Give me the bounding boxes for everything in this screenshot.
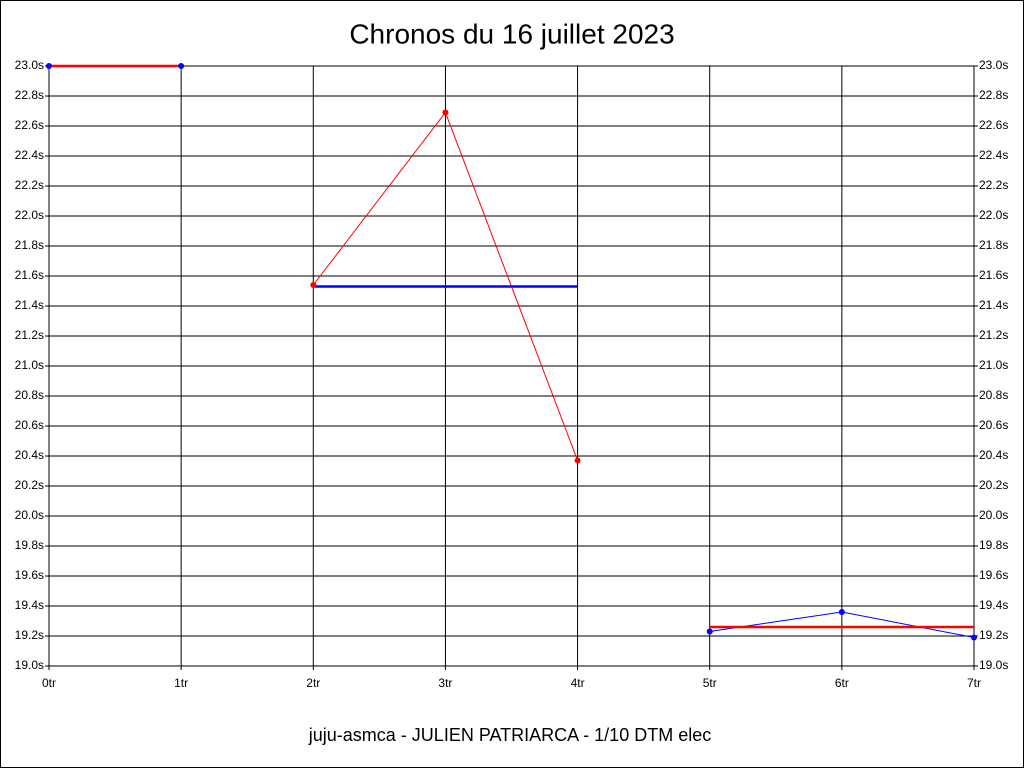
y-tick-label-right: 20.6s [979, 418, 1008, 432]
x-tick-label: 3tr [438, 676, 452, 690]
point [442, 109, 449, 116]
y-tick-label-right: 22.0s [979, 208, 1008, 222]
y-tick-label: 22.6s [15, 118, 44, 132]
x-tick-label: 2tr [306, 676, 320, 690]
y-tick-label: 22.8s [15, 88, 44, 102]
y-tick-label: 19.8s [15, 538, 44, 552]
y-tick-label: 20.4s [15, 448, 44, 462]
y-tick-label-right: 20.4s [979, 448, 1008, 462]
y-tick-label: 19.6s [15, 568, 44, 582]
y-tick-label-right: 20.2s [979, 478, 1008, 492]
point [971, 634, 977, 641]
y-tick-label-right: 22.8s [979, 88, 1008, 102]
x-tick-label: 4tr [571, 676, 585, 690]
y-tick-label: 21.8s [15, 238, 44, 252]
y-tick-label-right: 19.2s [979, 628, 1008, 642]
y-tick-label: 20.2s [15, 478, 44, 492]
y-tick-label: 21.6s [15, 268, 44, 282]
y-tick-label: 22.0s [15, 208, 44, 222]
point [706, 628, 713, 635]
x-tick-label: 5tr [703, 676, 717, 690]
y-tick-label: 19.2s [15, 628, 44, 642]
y-tick-label-right: 19.6s [979, 568, 1008, 582]
y-tick-label: 21.0s [15, 358, 44, 372]
y-tick-label-right: 21.2s [979, 328, 1008, 342]
point [838, 609, 845, 615]
y-tick-label: 22.2s [15, 178, 44, 192]
point [178, 63, 185, 69]
point [574, 457, 581, 464]
x-tick-label: 6tr [835, 676, 849, 690]
y-tick-label-right: 20.8s [979, 388, 1008, 402]
y-tick-label: 20.0s [15, 508, 44, 522]
y-tick-label-right: 20.0s [979, 508, 1008, 522]
point [46, 63, 52, 69]
y-tick-label: 19.0s [15, 658, 44, 672]
y-tick-label-right: 21.6s [979, 268, 1008, 282]
y-tick-label-right: 21.4s [979, 298, 1008, 312]
y-tick-label: 20.6s [15, 418, 44, 432]
y-tick-label-right: 19.0s [979, 658, 1008, 672]
y-tick-label: 19.4s [15, 598, 44, 612]
y-tick-label-right: 21.0s [979, 358, 1008, 372]
y-tick-label: 23.0s [15, 58, 44, 72]
series-line [49, 64, 974, 629]
y-tick-label-right: 19.8s [979, 538, 1008, 552]
y-tick-label-right: 21.8s [979, 238, 1008, 252]
y-tick-label: 20.8s [15, 388, 44, 402]
y-tick-label-right: 23.0s [979, 58, 1008, 72]
y-tick-label: 21.2s [15, 328, 44, 342]
footer: juju-asmca - JULIEN PATRIARCA - 1/10 DTM… [308, 725, 711, 745]
x-tick-label: 7tr [967, 676, 981, 690]
y-tick-label-right: 19.4s [979, 598, 1008, 612]
y-tick-label-right: 22.4s [979, 148, 1008, 162]
y-tick-label-right: 22.6s [979, 118, 1008, 132]
y-tick-label-right: 22.2s [979, 178, 1008, 192]
chart-title: Chronos du 16 juillet 2023 [349, 18, 674, 49]
x-tick-label: 0tr [42, 676, 56, 690]
point [310, 282, 317, 288]
x-tick-label: 1tr [174, 676, 188, 690]
y-tick-label: 21.4s [15, 298, 44, 312]
y-tick-label: 22.4s [15, 148, 44, 162]
